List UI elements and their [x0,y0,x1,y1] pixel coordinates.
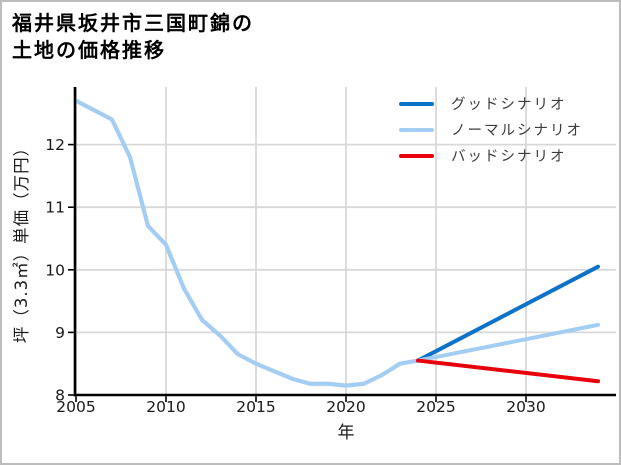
y-axis-label: 坪（3.3㎡）単価（万円） [12,139,31,343]
normal-scenario-line-icon [399,127,434,132]
x-tick-label: 2010 [146,398,185,416]
legend-label-normal: ノーマルシナリオ [451,123,583,139]
y-tick-label: 8 [55,387,65,405]
chart-title-line1: 福井県坂井市三国町錦の [12,11,254,35]
series-ノーマルシナリオ [416,322,600,363]
bad-scenario-line-icon [399,153,434,158]
legend-item-good: グッドシナリオ [399,95,583,113]
chart-title: 福井県坂井市三国町錦の 土地の価格推移 [12,10,254,64]
x-tick-label: 2020 [326,398,365,416]
x-axis-label: 年 [338,423,355,443]
x-tick-label: 2015 [236,398,275,416]
x-tick-label: 2025 [416,398,455,416]
legend-item-bad: バッドシナリオ [399,147,583,165]
series-グッドシナリオ [416,264,600,363]
good-scenario-line-icon [399,101,434,106]
y-tick-label: 11 [45,199,65,217]
legend-label-good: グッドシナリオ [451,97,567,113]
y-tick-label: 9 [55,324,65,342]
series-historical [73,98,421,388]
x-tick-label: 2005 [56,398,95,416]
y-tick-label: 12 [45,136,65,154]
chart-title-line2: 土地の価格推移 [12,38,166,62]
x-tick-label: 2030 [506,398,545,416]
series-バッドシナリオ [416,358,600,384]
legend-label-bad: バッドシナリオ [451,149,567,165]
legend-item-normal: ノーマルシナリオ [399,121,583,139]
legend: グッドシナリオ ノーマルシナリオ バッドシナリオ [399,95,583,165]
y-tick-label: 10 [45,261,65,279]
